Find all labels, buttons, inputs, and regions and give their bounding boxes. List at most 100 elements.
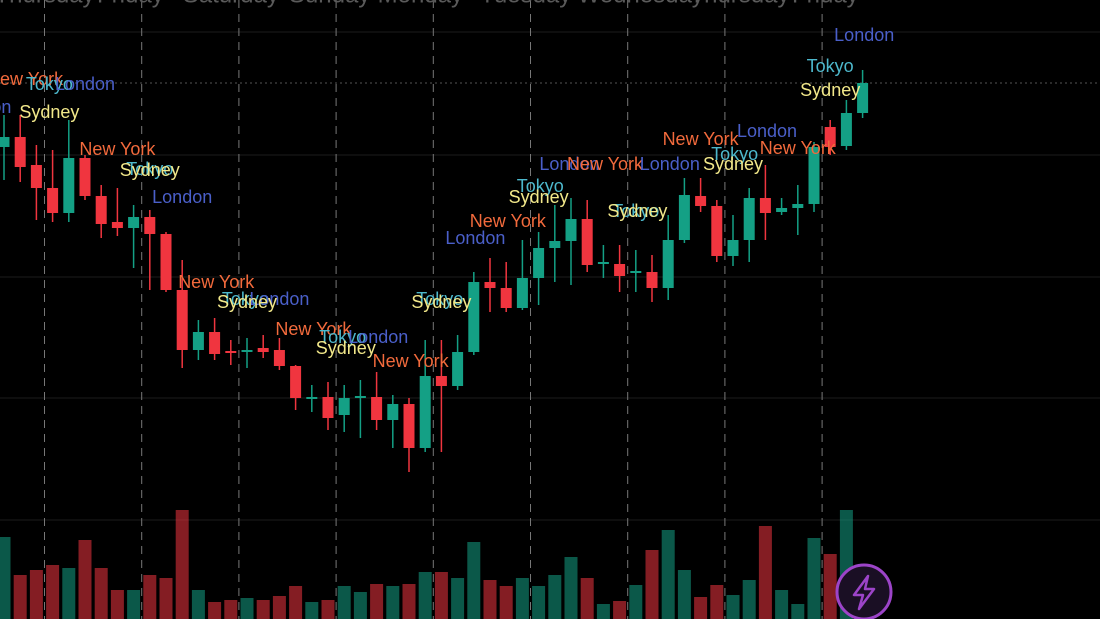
candle-body: [435, 376, 447, 386]
day-label: Thursday: [689, 0, 789, 8]
candle-body: [0, 137, 10, 147]
day-label: Friday: [97, 0, 164, 8]
day-label: Friday: [792, 0, 859, 8]
volume-bar: [402, 584, 416, 619]
candle-body: [144, 217, 156, 234]
candle-body: [792, 204, 804, 208]
volume-bar: [370, 584, 384, 619]
candle-body: [452, 352, 464, 386]
session-label: Tokyo: [517, 176, 564, 196]
volume-bar: [758, 526, 772, 619]
session-label: London: [0, 97, 11, 117]
candle-body: [419, 376, 431, 448]
session-label: Sydney: [316, 338, 376, 358]
volume-bar: [353, 592, 367, 619]
candle-body: [711, 206, 723, 256]
volume-bar: [175, 510, 189, 619]
candle-body: [857, 83, 869, 113]
volume-bar: [13, 575, 27, 619]
volume-bar: [564, 557, 578, 619]
candle-body: [840, 113, 852, 146]
candle-body: [354, 396, 366, 398]
volume-bar: [823, 554, 837, 619]
volume-bar: [434, 572, 448, 619]
candle-body: [597, 262, 609, 264]
session-label: New York: [663, 129, 740, 149]
candle-body: [241, 350, 253, 352]
session-label: New York: [373, 351, 450, 371]
lightning-button[interactable]: [835, 563, 893, 619]
session-label: Tokyo: [416, 289, 463, 309]
session-label: London: [737, 121, 797, 141]
session-label: New York: [79, 139, 156, 159]
session-label: Sydney: [607, 201, 667, 221]
candle-body: [95, 196, 107, 224]
volume-bar: [532, 586, 546, 619]
volume-bar: [62, 568, 76, 619]
volume-bar: [29, 570, 43, 619]
volume-bar: [143, 575, 157, 619]
candle-body: [824, 127, 836, 147]
day-label: Wednesday: [578, 0, 704, 8]
candle-body: [128, 217, 140, 228]
volume-bar: [726, 595, 740, 619]
candle-body: [549, 241, 561, 248]
volume-bar: [775, 590, 789, 619]
volume-bar: [337, 586, 351, 619]
candle-body: [47, 188, 59, 213]
session-label: Tokyo: [26, 74, 73, 94]
session-label: New York: [0, 69, 64, 89]
button-ring: [835, 563, 893, 619]
volume-bar: [272, 596, 286, 619]
candle-body: [257, 348, 269, 352]
session-label: New York: [567, 154, 644, 174]
session-label: Tokyo: [711, 144, 758, 164]
candle-body: [695, 196, 707, 206]
volume-bar: [613, 601, 627, 619]
volume-bar: [677, 570, 691, 619]
session-label: Sydney: [120, 160, 180, 180]
candle-body: [484, 282, 496, 288]
session-label: London: [445, 228, 505, 248]
session-label: New York: [760, 138, 837, 158]
candle-body: [565, 219, 577, 241]
volume-bar: [418, 572, 432, 619]
session-label: Sydney: [19, 102, 79, 122]
volume-bar: [289, 586, 303, 619]
candle-body: [63, 158, 75, 213]
candle-body: [759, 198, 771, 213]
candle-body: [743, 198, 755, 240]
candle-body: [776, 208, 788, 212]
volume-bar: [305, 602, 319, 619]
session-label: Tokyo: [612, 201, 659, 221]
candle-body: [678, 195, 690, 240]
session-label: Sydney: [217, 292, 277, 312]
volume-bar: [467, 542, 481, 619]
session-label: London: [640, 154, 700, 174]
candle-body: [160, 234, 172, 290]
candle-body: [322, 397, 334, 418]
volume-bar: [94, 568, 108, 619]
candle-body: [403, 404, 415, 448]
candle-body: [273, 350, 285, 366]
candle-body: [176, 290, 188, 350]
candle-body: [614, 264, 626, 276]
volume-bar: [256, 600, 270, 619]
volume-bar: [127, 590, 141, 619]
session-label: Tokyo: [222, 289, 269, 309]
session-label: London: [834, 25, 894, 45]
session-label: Sydney: [800, 80, 860, 100]
lightning-icon: [852, 574, 876, 611]
session-label: Sydney: [703, 154, 763, 174]
session-label: London: [152, 187, 212, 207]
candle-body: [727, 240, 739, 256]
volume-bar: [46, 565, 60, 619]
volume-bar: [629, 585, 643, 619]
volume-bar: [110, 590, 124, 619]
session-label: New York: [470, 211, 547, 231]
session-label: London: [539, 154, 599, 174]
volume-bar: [499, 586, 513, 619]
